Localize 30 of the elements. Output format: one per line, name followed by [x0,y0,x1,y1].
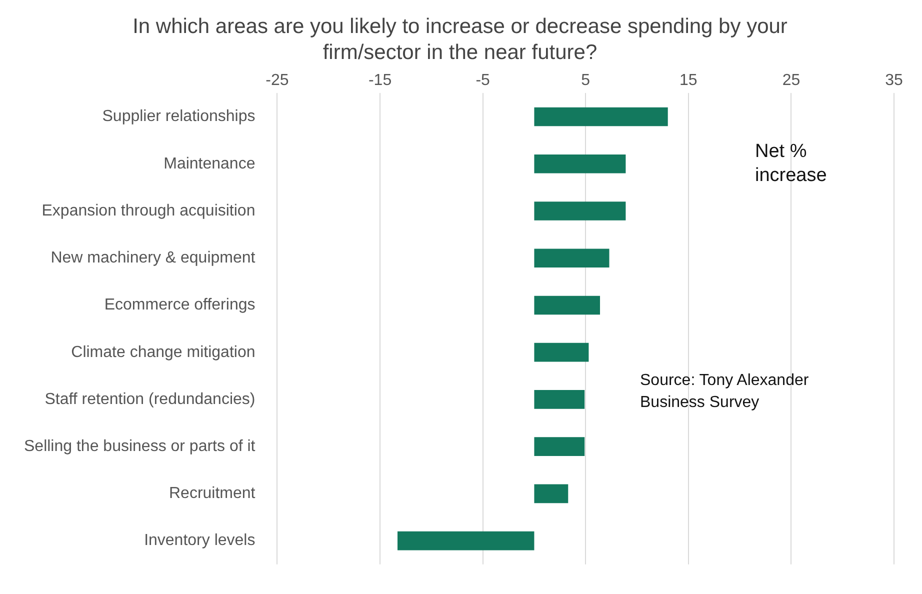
y-tick-label: New machinery & equipment [50,250,256,267]
bar [534,437,585,456]
annotation: Net % increase [755,140,828,188]
y-tick-label: Inventory levels [144,532,256,550]
x-tick-label: -15 [368,72,392,90]
bar [534,296,600,315]
bar [534,202,626,220]
y-tick-label: Climate change mitigation [71,344,256,361]
bar [534,154,626,174]
y-tick-label: Supplier relationships [102,108,256,126]
y-tick-label: Ecommerce offerings [104,296,256,314]
bar [534,248,610,268]
bar [534,484,568,504]
y-tick-label: Selling the business or parts of it [24,438,256,456]
y-tick-label: Staff retention (redundancies) [44,390,256,408]
y-tick-label: Maintenance [164,155,256,172]
x-tick-label: -25 [266,72,289,90]
x-tick-label: -5 [476,72,490,90]
bar [534,390,585,409]
y-tick-label: Expansion through acquisition [42,202,256,220]
annotation: Source: Tony Alexander Business Survey [640,371,810,413]
x-tick-label: 15 [680,72,698,90]
x-tick-label: 5 [581,72,590,90]
x-tick-label: 25 [782,72,800,90]
bar [398,531,534,550]
bar [534,107,668,126]
chart-title: In which areas are you likely to increase or decrease spending by your firm/sector in the near future? [132,14,788,66]
x-tick-label: 35 [885,72,903,90]
bar [534,342,589,362]
y-tick-label: Recruitment [168,485,256,502]
